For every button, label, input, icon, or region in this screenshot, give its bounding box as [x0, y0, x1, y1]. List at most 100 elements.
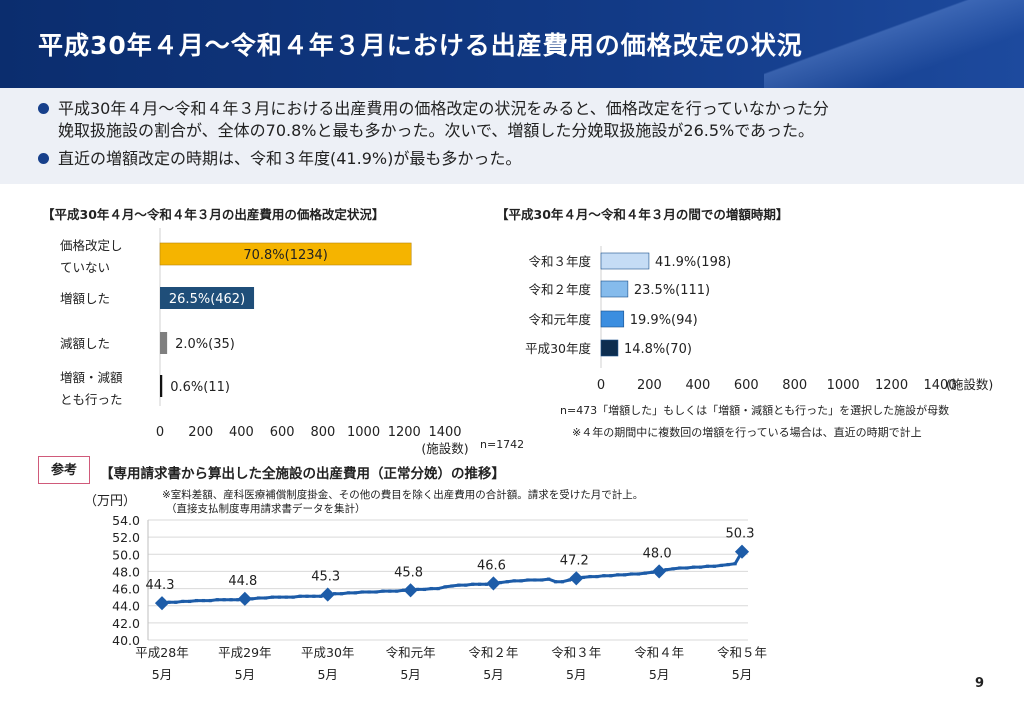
chart3-x-label-month: 5月 — [649, 667, 669, 682]
chart3-point — [229, 598, 233, 602]
chart2-tick-label: 600 — [734, 378, 759, 393]
chart2-category-label: 令和２年度 — [528, 282, 591, 297]
chart3-title: 【専用請求書から算出した全施設の出産費用（正常分娩）の推移】 — [100, 466, 505, 482]
chart2-data-label: 23.5%(111) — [634, 283, 710, 298]
chart2-category-label: 令和３年度 — [528, 254, 591, 269]
chart2-increase-timing: 41.9%(198) 令和３年度 23.5%(111) 令和２年度 19.9%(94) 令… — [525, 246, 993, 439]
chart3-point — [346, 591, 351, 595]
chart3-point — [616, 573, 620, 577]
chart1-category-label: 減額した — [60, 336, 110, 351]
chart3-data-label: 44.8 — [228, 574, 257, 589]
chart3-x-label-year: 令和３年 — [551, 645, 601, 660]
chart2-data-label: 41.9%(198) — [655, 255, 731, 270]
chart3-point — [560, 580, 565, 584]
chart3-point — [602, 574, 606, 578]
chart1-category-label: 価格改定し — [60, 238, 123, 253]
chart3-point — [588, 574, 592, 579]
chart3-data-label: 48.0 — [643, 546, 672, 561]
chart3-x-label-month: 5月 — [732, 667, 752, 682]
chart3-data-label: 45.8 — [394, 565, 423, 580]
chart3-x-label-month: 5月 — [317, 667, 337, 682]
chart2-xlabel: (施設数) — [946, 377, 993, 392]
chart3-x-label-month: 5月 — [400, 667, 420, 682]
chart3-point — [353, 591, 357, 595]
chart3-data-label: 44.3 — [146, 578, 175, 593]
chart3-point — [457, 583, 461, 587]
chart2-category-label: 平成30年度 — [525, 341, 591, 356]
chart3-x-label-year: 令和４年 — [634, 645, 684, 660]
chart1-data-label: 0.6%(11) — [170, 380, 230, 395]
chart3-point — [436, 586, 440, 591]
reference-badge: 参考 — [38, 456, 90, 484]
chart1-bar — [160, 375, 163, 397]
chart3-point — [174, 600, 178, 604]
chart3-point — [181, 599, 185, 604]
chart3-point — [671, 567, 675, 571]
chart3-point — [188, 599, 192, 604]
chart3-tick-label: 50.0 — [112, 547, 140, 562]
chart3-point — [540, 578, 544, 582]
chart3-x-label-year: 令和元年 — [386, 645, 436, 660]
chart3-note-1: ※室料差額、産科医療補償制度掛金、その他の費目を除く出産費用の合計額。請求を受け… — [162, 489, 644, 501]
chart3-x-label-year: 令和２年 — [468, 645, 518, 660]
chart3-x-label-month: 5月 — [235, 667, 255, 682]
chart3-point — [471, 582, 475, 586]
chart1-data-label: 26.5%(462) — [169, 292, 245, 307]
chart3-point — [719, 563, 723, 568]
chart1-data-label: 2.0%(35) — [175, 337, 235, 352]
chart3-point — [201, 598, 206, 603]
chart2-bar — [600, 339, 619, 357]
chart3-point — [643, 571, 647, 575]
chart3-point — [567, 578, 571, 582]
chart1-tick-label: 600 — [270, 425, 295, 440]
chart3-point — [498, 580, 502, 585]
chart1-tick-label: 0 — [156, 425, 164, 440]
chart3-point — [443, 585, 447, 589]
bullet-dot-icon — [38, 103, 49, 114]
chart1-tick-label: 400 — [229, 425, 254, 440]
chart3-point — [381, 589, 385, 593]
chart3-point — [698, 565, 703, 569]
chart3-point — [429, 586, 433, 591]
chart3-point — [374, 590, 378, 594]
chart1-bar — [160, 332, 168, 354]
chart3-point — [547, 577, 551, 581]
chart3-point — [726, 562, 730, 567]
chart3-point — [270, 595, 275, 599]
chart3-point — [222, 598, 226, 602]
chart3-point — [705, 564, 710, 568]
chart3-point — [664, 568, 668, 572]
chart3-point — [623, 573, 627, 577]
chart3-x-label-year: 令和５年 — [717, 645, 767, 660]
chart3-point — [167, 600, 171, 604]
chart3-point — [257, 596, 261, 600]
chart3-marker — [569, 571, 584, 586]
chart1-category-label: ていない — [60, 260, 110, 275]
chart3-point — [685, 566, 689, 570]
chart1-category-label: 増額した — [60, 291, 110, 306]
chart3-point — [395, 589, 399, 593]
chart3-x-label-year: 平成29年 — [218, 645, 271, 660]
chart3-point — [319, 594, 323, 598]
chart1-bar — [159, 242, 412, 266]
chart1-data-label: 70.8%(1234) — [243, 248, 328, 263]
chart3-point — [415, 587, 420, 592]
chart2-data-label: 19.9%(94) — [630, 313, 698, 328]
chart3-tick-label: 44.0 — [112, 599, 140, 614]
chart3-cost-trend: 40.0 42.0 44.0 46.0 48.0 50.0 52.0 54.0 44.3 44.8… — [112, 513, 767, 682]
chart1-bar — [160, 287, 255, 309]
chart2-tick-label: 0 — [597, 378, 605, 393]
chart1-tick-label: 1000 — [347, 425, 380, 440]
chart3-point — [484, 582, 489, 586]
chart3-point — [609, 574, 613, 578]
chart3-point — [360, 590, 364, 594]
chart3-point — [553, 580, 558, 584]
chart2-bar — [600, 310, 625, 328]
chart3-point — [512, 579, 516, 583]
chart2-tick-label: 400 — [685, 378, 710, 393]
chart3-point — [367, 590, 371, 594]
chart3-marker — [154, 596, 170, 611]
chart3-marker — [652, 564, 667, 579]
chart3-point — [333, 592, 337, 596]
chart3-tick-label: 52.0 — [112, 530, 140, 545]
